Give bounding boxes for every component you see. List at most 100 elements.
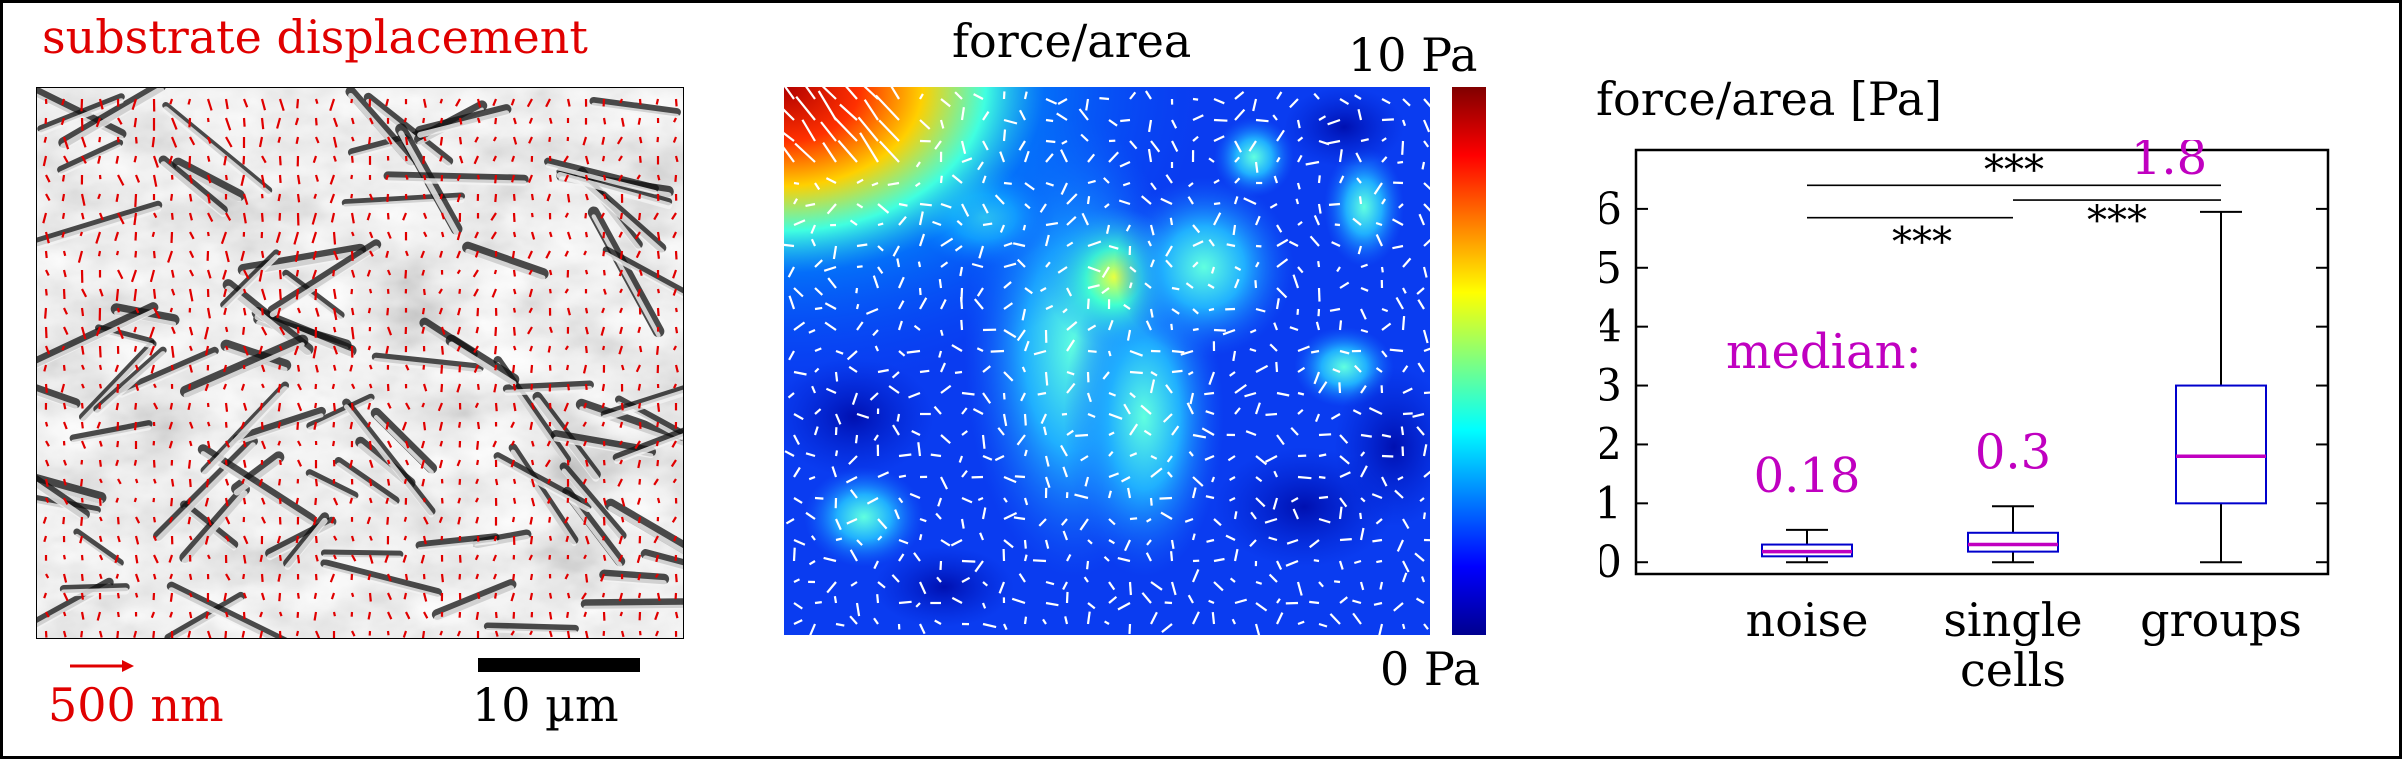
- displacement-arrow: [638, 402, 642, 409]
- displacement-arrow: [529, 345, 534, 352]
- force-arrow: [934, 619, 942, 625]
- force-arrow: [1389, 348, 1404, 353]
- force-arrow: [960, 518, 965, 529]
- displacement-arrow: [80, 402, 84, 409]
- force-arrow: [1108, 472, 1119, 479]
- displacement-arrow: [367, 307, 372, 314]
- displacement-arrow: [152, 535, 158, 542]
- displacement-arrow: [258, 345, 264, 355]
- force-arrow: [1014, 475, 1026, 479]
- force-arrow: [1423, 140, 1430, 148]
- force-arrow: [1188, 451, 1194, 457]
- displacement-arrow: [150, 364, 156, 374]
- displacement-arrow: [601, 402, 606, 409]
- force-arrow: [940, 202, 952, 209]
- force-arrow: [1024, 182, 1035, 191]
- displacement-arrow: [63, 326, 69, 336]
- force-arrow: [1129, 91, 1137, 100]
- cell-bright-edge: [162, 106, 272, 198]
- displacement-arrow: [457, 307, 462, 316]
- force-arrow: [877, 222, 884, 227]
- force-arrow: [939, 560, 943, 570]
- force-arrow: [1381, 137, 1387, 142]
- displacement-arrow: [332, 364, 337, 371]
- force-arrow: [1276, 560, 1283, 570]
- heat-region: [1334, 367, 1430, 527]
- force-arrow: [1044, 476, 1051, 489]
- force-arrow: [1313, 214, 1321, 226]
- force-arrow: [1333, 580, 1341, 584]
- force-arrow: [1313, 371, 1321, 385]
- displacement-arrow: [582, 478, 587, 485]
- force-arrow: [1272, 497, 1279, 510]
- displacement-arrow: [80, 212, 85, 220]
- displacement-arrow: [45, 269, 50, 276]
- displacement-arrow: [456, 231, 462, 241]
- force-arrow: [1255, 580, 1263, 585]
- displacement-arrow: [637, 516, 642, 524]
- force-arrow: [1171, 140, 1179, 152]
- displacement-arrow: [223, 364, 228, 373]
- force-arrow: [1016, 258, 1026, 268]
- displacement-arrow: [204, 497, 210, 507]
- displacement-arrow: [530, 383, 534, 391]
- displacement-arrow: [332, 250, 339, 261]
- force-arrow: [1234, 384, 1247, 394]
- displacement-arrow: [548, 288, 552, 294]
- force-arrow: [911, 430, 921, 436]
- box: [1967, 531, 2059, 553]
- displacement-arrow: [602, 459, 606, 466]
- force-arrow: [1018, 573, 1026, 583]
- displacement-arrow: [116, 326, 124, 340]
- displacement-arrow: [566, 383, 570, 391]
- force-arrow: [1295, 198, 1300, 205]
- displacement-arrow: [563, 402, 570, 412]
- displacement-arrow: [584, 326, 589, 335]
- displacement-arrow: [439, 136, 444, 146]
- displacement-arrow: [582, 136, 588, 146]
- force-arrow: [1423, 391, 1430, 395]
- force-arrow: [1171, 349, 1185, 354]
- force-arrow: [919, 93, 924, 100]
- force-arrow: [1128, 282, 1133, 289]
- force-arrow: [1401, 316, 1406, 331]
- displacement-arrow: [133, 497, 138, 503]
- displacement-arrow: [530, 478, 536, 488]
- force-arrow: [875, 94, 900, 121]
- force-arrow: [833, 596, 838, 604]
- displacement-arrow: [439, 630, 444, 636]
- displacement-arrow: [80, 554, 84, 561]
- displacement-arrow: [386, 326, 393, 336]
- displacement-arrow: [403, 478, 408, 485]
- displacement-arrow: [261, 516, 266, 524]
- median-value-label: 0.3: [1975, 424, 2051, 480]
- force-arrow: [1213, 118, 1228, 122]
- displacement-arrow: [581, 592, 587, 600]
- force-arrow: [866, 497, 879, 505]
- displacement-arrow: [188, 440, 193, 447]
- force-arrow: [1102, 371, 1110, 380]
- displacement-arrow: [98, 497, 102, 506]
- cell-bright-edge: [322, 564, 441, 599]
- displacement-arrow: [564, 516, 569, 524]
- force-arrow: [1396, 539, 1405, 552]
- displacement-arrow: [512, 136, 518, 145]
- force-arrow: [1309, 600, 1320, 605]
- displacement-arrow: [368, 459, 374, 469]
- displacement-arrow: [527, 326, 533, 335]
- displacement-arrow: [169, 402, 174, 410]
- force-arrow: [855, 303, 860, 310]
- force-arrow: [846, 517, 858, 525]
- displacement-arrow: [314, 364, 319, 373]
- force-arrow: [1213, 202, 1221, 206]
- cell-dark-edge: [589, 96, 681, 117]
- displacement-arrow: [584, 231, 588, 238]
- force-arrow: [1255, 497, 1266, 508]
- force-arrow: [1402, 518, 1410, 530]
- force-arrow: [1297, 475, 1312, 480]
- cell-dark-edge: [502, 380, 594, 393]
- cell-dark-edge: [320, 559, 443, 597]
- displacement-arrow: [117, 269, 124, 280]
- force-arrow: [954, 370, 963, 374]
- displacement-arrow: [458, 554, 462, 563]
